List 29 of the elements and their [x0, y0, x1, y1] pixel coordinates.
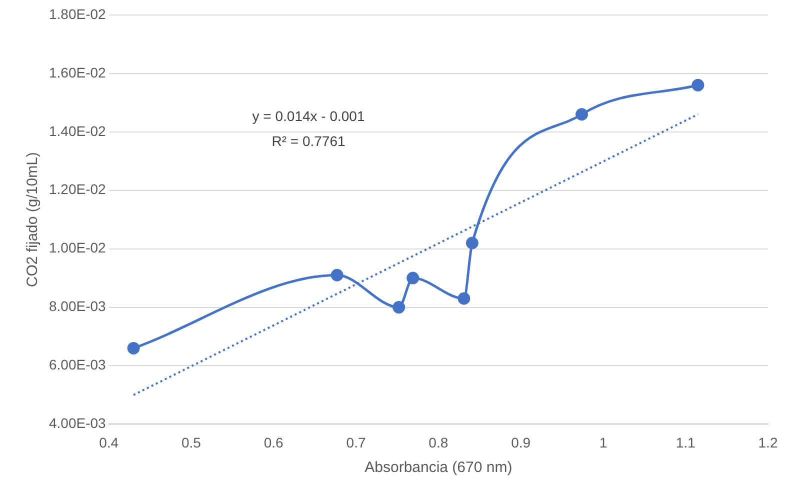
point	[406, 272, 420, 284]
point	[330, 268, 344, 282]
point	[692, 78, 704, 92]
y-tick-label: 4.00E-03	[48, 415, 106, 432]
x-tick-label: 0.9	[511, 434, 531, 450]
y-axis-title: CO2 fijado (g/10mL)	[24, 152, 42, 288]
x-tick-label: 0.6	[264, 434, 284, 450]
y-tick-label: 1.60E-02	[48, 64, 106, 80]
x-tick-label: 1.2	[758, 434, 778, 450]
x-tick-label: 0.4	[99, 434, 119, 450]
point	[576, 108, 588, 121]
x-tick-label: 0.5	[181, 434, 202, 450]
y-tick-label: 1.40E-02	[48, 122, 106, 139]
y-tick-label: 1.00E-02	[48, 240, 106, 256]
x-tick-label: 1	[599, 434, 608, 450]
point	[392, 301, 406, 314]
x-axis-title: Absorbancia (670 nm)	[364, 459, 512, 476]
x-tick-label: 1.1	[676, 434, 696, 450]
annotation: y = 0.014x - 0.001	[252, 108, 365, 124]
point	[127, 342, 140, 354]
annotation: R² = 0.7761	[272, 133, 346, 149]
y-tick-label: 1.20E-02	[48, 181, 106, 198]
y-tick-label: 8.00E-03	[48, 298, 106, 314]
x-tick-label: 0.7	[346, 434, 366, 450]
y-tick-label: 6.00E-03	[48, 356, 106, 373]
x-tick-label: 0.8	[428, 434, 448, 450]
point	[458, 292, 470, 305]
y-tick-label: 1.80E-02	[48, 6, 106, 22]
point	[466, 236, 478, 250]
